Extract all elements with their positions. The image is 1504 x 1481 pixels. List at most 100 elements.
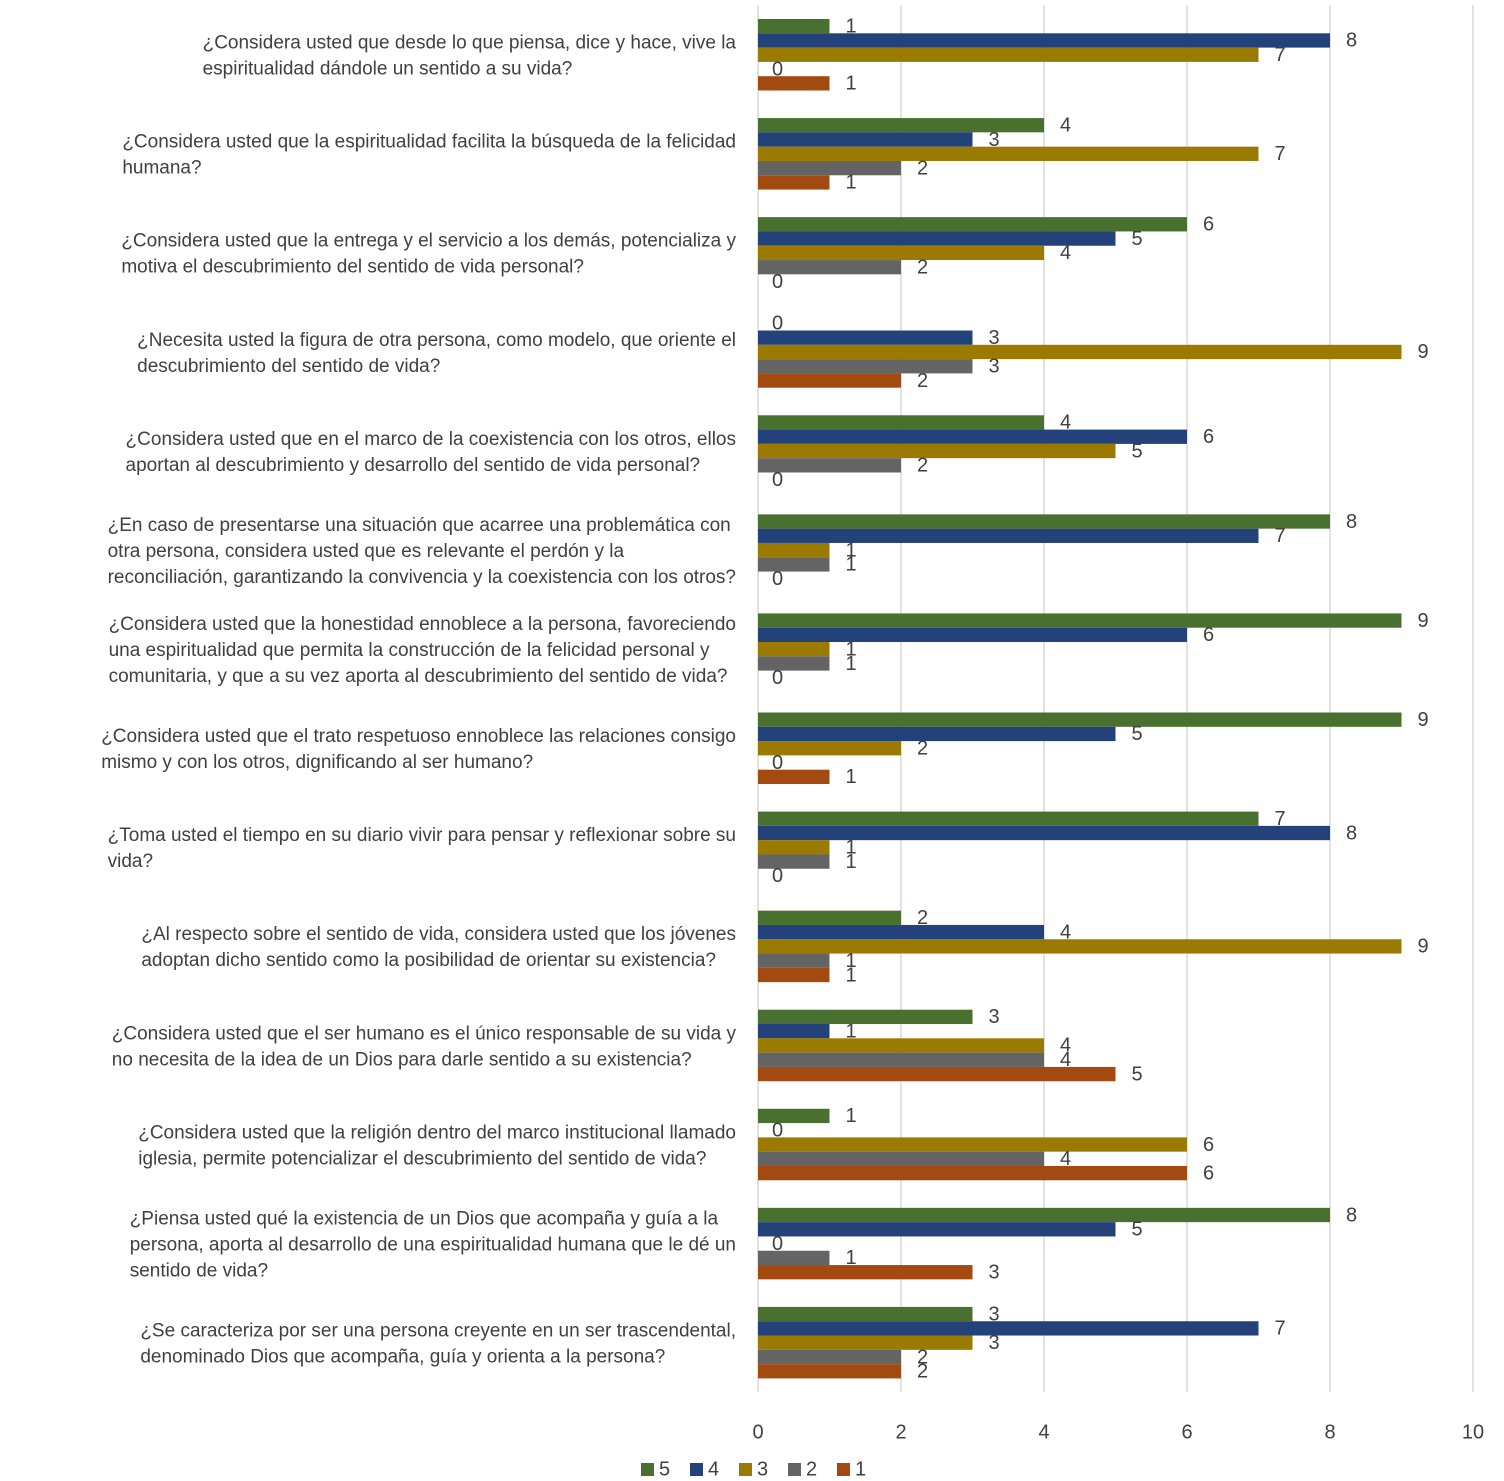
legend-swatch-4: [690, 1463, 703, 1476]
bar-series-4: [758, 528, 1259, 543]
data-label: 2: [917, 455, 928, 477]
bar-series-2: [758, 1151, 1044, 1166]
bar-series-5: [758, 1108, 830, 1124]
category-label: ¿Considera usted que el trato respetuoso…: [101, 726, 736, 773]
category-label-line: adoptan dicho sentido como la posibilida…: [141, 950, 716, 971]
category-label: ¿Considera usted que la entrega y el ser…: [121, 231, 736, 278]
bar-series-5: [758, 613, 1402, 628]
data-label: 5: [1132, 1063, 1143, 1085]
category-label: ¿Considera usted que el ser humano es el…: [112, 1023, 737, 1070]
x-tick-label: 10: [1462, 1421, 1484, 1443]
data-label: 5: [1132, 440, 1143, 462]
x-tick-label: 8: [1324, 1421, 1335, 1443]
category-label-line: humana?: [122, 158, 201, 179]
category-label-line: ¿Al respecto sobre el sentido de vida, c…: [141, 924, 736, 945]
data-label: 2: [917, 157, 928, 179]
data-label: 1: [846, 766, 857, 788]
data-label: 2: [917, 738, 928, 760]
bar-series-2: [758, 656, 830, 671]
bar-series-3: [758, 146, 1259, 161]
data-label: 0: [772, 271, 783, 293]
data-label: 8: [1346, 822, 1357, 844]
legend-label: 5: [659, 1458, 670, 1480]
category-label: ¿Considera usted que la religión dentro …: [138, 1122, 736, 1169]
bar-series-3: [758, 642, 830, 657]
data-label: 5: [1132, 723, 1143, 745]
bar-series-2: [758, 160, 901, 176]
x-tick-label: 0: [752, 1421, 763, 1443]
data-label: 7: [1275, 808, 1286, 830]
data-label: 4: [1060, 1049, 1071, 1071]
data-label: 4: [1060, 1148, 1071, 1170]
bar-series-1: [758, 1364, 901, 1379]
bar-series-2: [758, 458, 901, 473]
legend-swatch-1: [837, 1463, 850, 1476]
bar-series-5: [758, 217, 1187, 232]
data-label: 0: [772, 58, 783, 80]
category-label-line: ¿En caso de presentarse una situación qu…: [108, 515, 731, 536]
category-label-line: vida?: [108, 851, 153, 872]
bar-series-4: [758, 231, 1116, 246]
data-label: 2: [917, 370, 928, 392]
bar-series-5: [758, 712, 1402, 727]
data-label: 1: [846, 837, 857, 859]
data-label: 9: [1418, 709, 1429, 731]
bar-series-5: [758, 1306, 973, 1322]
data-label: 3: [989, 1332, 1000, 1354]
bar-series-2: [758, 260, 901, 275]
bars: [758, 19, 1402, 1379]
bar-series-4: [758, 33, 1330, 48]
data-label: 2: [917, 1361, 928, 1383]
data-label: 2: [917, 907, 928, 929]
data-label: 1: [846, 1020, 857, 1042]
bar-series-3: [758, 939, 1402, 954]
category-label-line: ¿Se caracteriza por ser una persona crey…: [140, 1320, 736, 1341]
bar-series-3: [758, 47, 1259, 62]
bar-series-2: [758, 557, 830, 572]
data-label: 4: [1060, 1035, 1071, 1057]
bar-series-1: [758, 769, 830, 784]
category-label: ¿Se caracteriza por ser una persona crey…: [140, 1320, 736, 1367]
data-label: 1: [846, 1105, 857, 1127]
category-label-line: aportan al descubrimiento y desarrollo d…: [126, 455, 701, 476]
data-label: 1: [846, 964, 857, 986]
bar-series-2: [758, 854, 830, 869]
data-label: 2: [917, 1346, 928, 1368]
category-label-line: ¿Considera usted que en el marco de la c…: [126, 429, 736, 450]
category-label-line: una espiritualidad que permita la constr…: [109, 640, 710, 661]
category-labels: ¿Considera usted que desde lo que piensa…: [101, 33, 736, 1368]
data-label: 0: [772, 865, 783, 887]
bar-series-3: [758, 1137, 1187, 1152]
data-label: 9: [1418, 610, 1429, 632]
bar-series-5: [758, 19, 830, 34]
data-label: 8: [1346, 1204, 1357, 1226]
data-label: 6: [1203, 624, 1214, 646]
data-label: 0: [772, 568, 783, 590]
bar-series-4: [758, 330, 973, 345]
category-label-line: mismo y con los otros, dignificando al s…: [101, 752, 533, 773]
category-label-line: ¿Considera usted que el trato respetuoso…: [101, 726, 736, 747]
data-label: 3: [989, 1303, 1000, 1325]
bar-series-2: [758, 953, 830, 968]
category-label: ¿Toma usted el tiempo en su diario vivir…: [108, 825, 736, 872]
category-label: ¿Considera usted que desde lo que piensa…: [203, 33, 737, 80]
category-label-line: denominado Dios que acompaña, guía y ori…: [140, 1346, 665, 1367]
bar-series-4: [758, 627, 1187, 643]
category-label-line: ¿Considera usted que desde lo que piensa…: [203, 33, 737, 54]
category-label: ¿Necesita usted la figura de otra person…: [137, 330, 736, 377]
value-labels: 1870143721654200393246520871109611095201…: [772, 15, 1429, 1382]
legend-label: 1: [855, 1458, 866, 1480]
category-label-line: ¿Toma usted el tiempo en su diario vivir…: [108, 825, 736, 846]
legend: 5 4 3 2 1: [641, 1458, 866, 1480]
data-label: 7: [1275, 44, 1286, 66]
bar-series-4: [758, 1222, 1116, 1237]
data-label: 3: [989, 327, 1000, 349]
bar-series-2: [758, 359, 973, 374]
data-label: 6: [1203, 1134, 1214, 1156]
category-label-line: ¿Considera usted que la espiritualidad f…: [122, 132, 736, 153]
bar-series-5: [758, 415, 1044, 430]
data-label: 4: [1060, 115, 1071, 137]
bar-series-4: [758, 924, 1044, 940]
bar-series-4: [758, 132, 973, 147]
